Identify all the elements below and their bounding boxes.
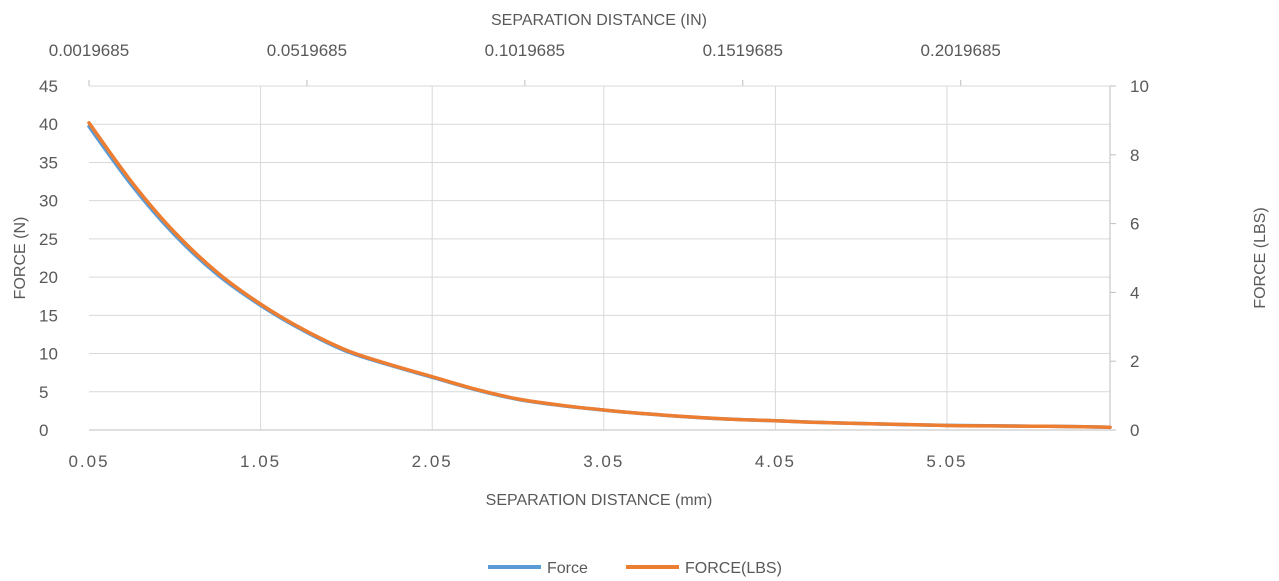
y-left-tick-label: 35	[39, 153, 58, 172]
y-right-tick-label: 4	[1130, 283, 1139, 302]
y-right-tick-label: 8	[1130, 146, 1139, 165]
y-right-tick-label: 2	[1130, 352, 1139, 371]
x-top-tick-label: 0.2019685	[921, 41, 1001, 60]
left-axis-title: FORCE (N)	[12, 217, 29, 300]
bottom-axis-title: SEPARATION DISTANCE (mm)	[486, 492, 713, 509]
y-right-tick-label: 10	[1130, 77, 1149, 96]
top-axis-title: SEPARATION DISTANCE (IN)	[491, 12, 707, 29]
x-top-tick-label: 0.0519685	[267, 41, 347, 60]
y-left-tick-label: 40	[39, 115, 58, 134]
legend-label-force: Force	[547, 560, 588, 577]
x-bottom-tick-label: 5.05	[926, 452, 967, 471]
y-left-tick-label: 10	[39, 345, 58, 364]
series-line-force-lbs	[87, 121, 1112, 429]
y-left-tick-label: 0	[39, 421, 48, 440]
y-right-tick-label: 6	[1130, 215, 1139, 234]
x-bottom-tick-label: 2.05	[412, 452, 453, 471]
x-bottom-tick-label: 3.05	[583, 452, 624, 471]
y-left-tick-label: 45	[39, 77, 58, 96]
x-top-tick-label: 0.1519685	[703, 41, 783, 60]
y-left-tick-label: 25	[39, 230, 58, 249]
x-bottom-tick-label: 4.05	[755, 452, 796, 471]
y-left-tick-label: 30	[39, 192, 58, 211]
x-bottom-tick-label: 1.05	[240, 452, 281, 471]
y-left-tick-label: 20	[39, 268, 58, 287]
plot-lines	[87, 121, 1112, 430]
y-left-tick-label: 5	[39, 383, 48, 402]
x-bottom-tick-label: 0.05	[68, 452, 109, 471]
legend-label-force-lbs: FORCE(LBS)	[685, 560, 782, 577]
x-top-tick-label: 0.1019685	[485, 41, 565, 60]
right-axis-title: FORCE (LBS)	[1252, 207, 1269, 308]
y-right-tick-label: 0	[1130, 421, 1139, 440]
grid	[88, 80, 1116, 431]
x-top-tick-label: 0.0019685	[49, 41, 129, 60]
legend: Force FORCE(LBS)	[488, 560, 782, 577]
y-left-tick-label: 15	[39, 306, 58, 325]
